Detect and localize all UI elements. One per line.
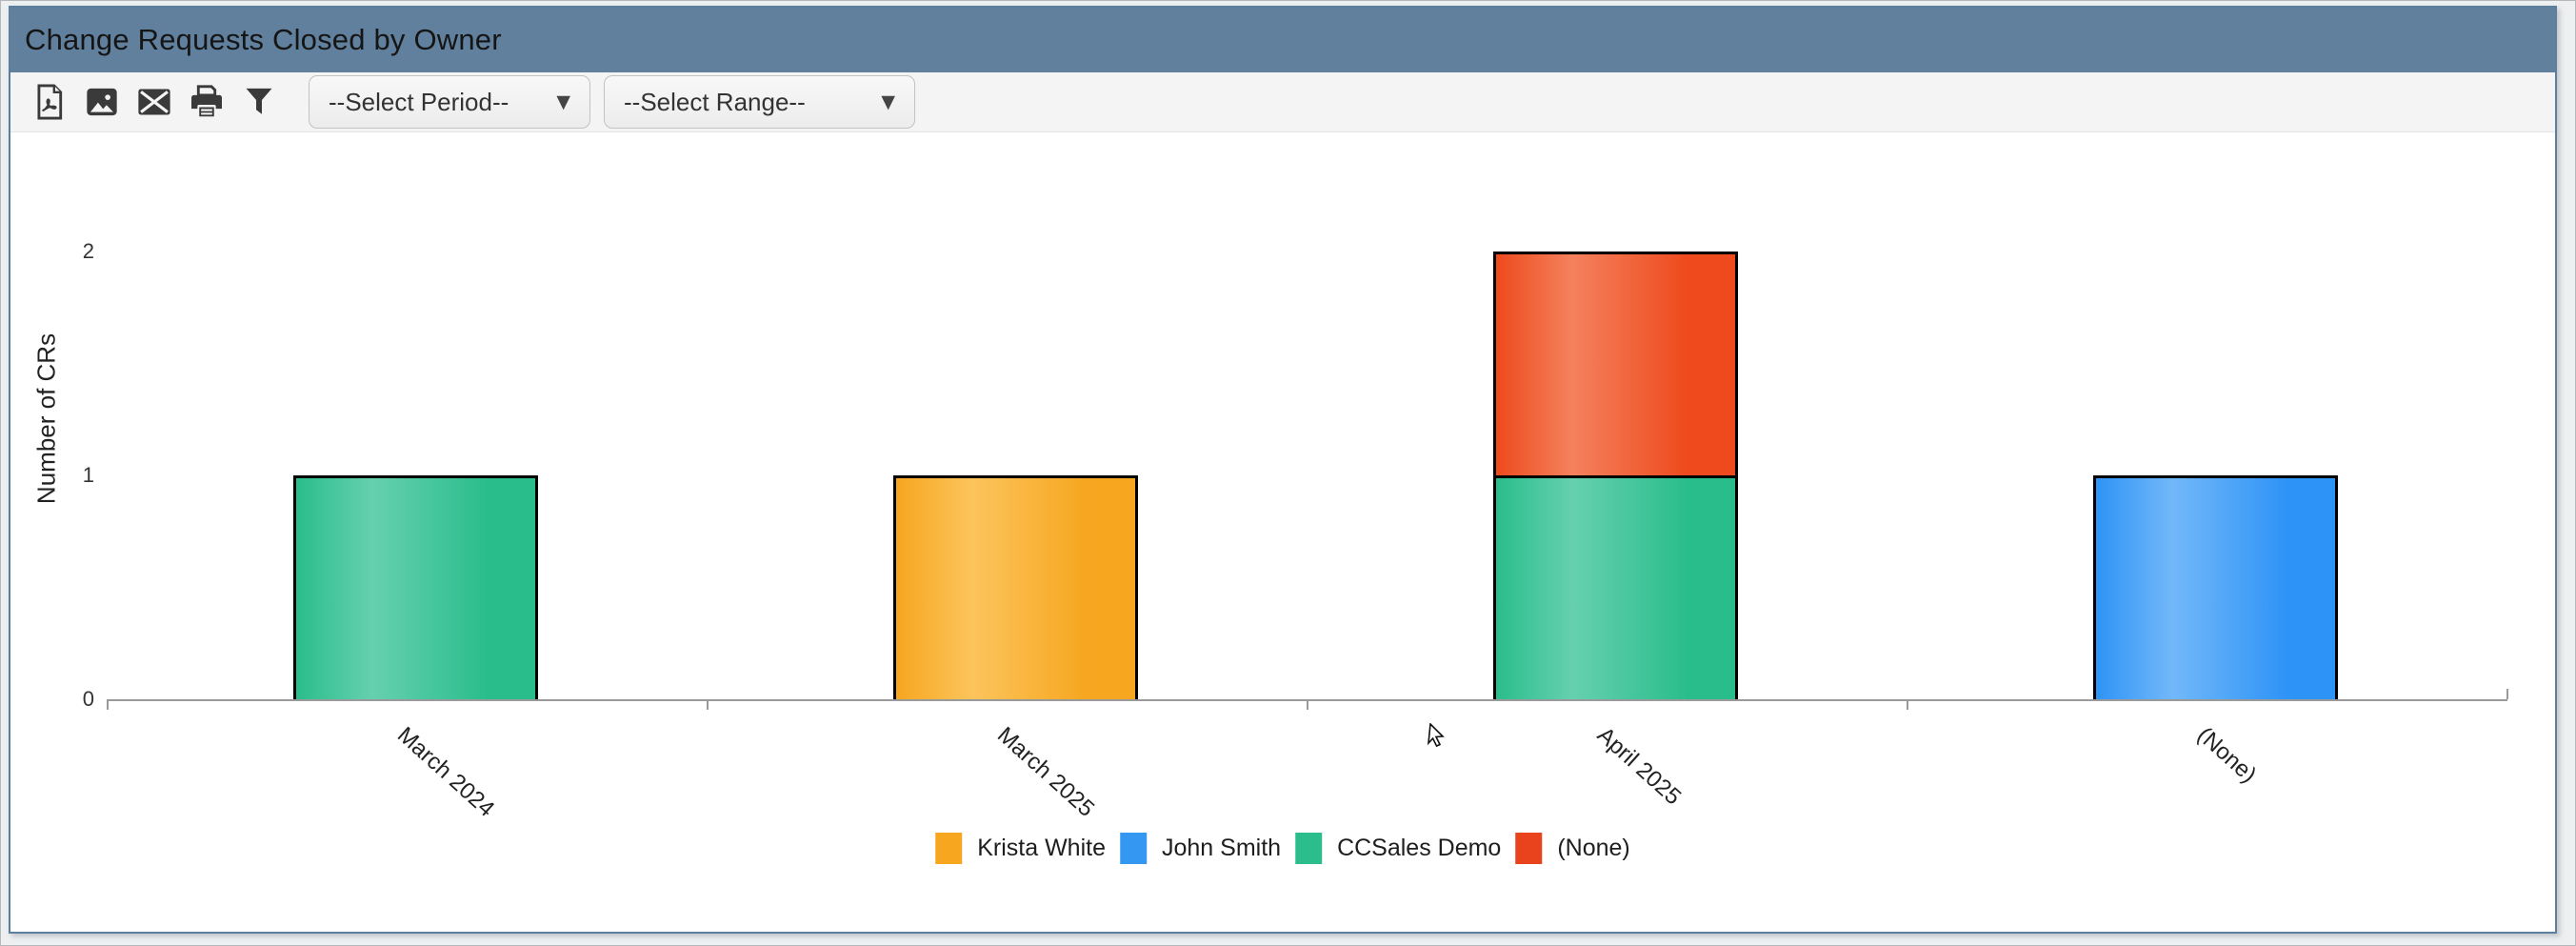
export-pdf-button[interactable] <box>26 77 73 127</box>
widget-title: Change Requests Closed by Owner <box>25 23 502 56</box>
x-category-label: April 2025 <box>1591 722 1687 811</box>
legend-swatch <box>1120 833 1147 864</box>
x-category-label: (None) <box>2191 722 2262 789</box>
y-tick-label: 1 <box>82 463 94 487</box>
legend-label: John Smith <box>1162 835 1282 861</box>
bar-segment-ccsales-demo[interactable] <box>1492 475 1738 699</box>
chevron-down-icon: ▼ <box>881 91 895 112</box>
bar-segment-john-smith[interactable] <box>2092 475 2338 699</box>
mouse-cursor <box>1427 723 1445 748</box>
print-button[interactable] <box>183 77 230 127</box>
email-icon <box>136 86 172 118</box>
legend-swatch <box>1295 833 1323 864</box>
email-button[interactable] <box>130 77 178 127</box>
bar-segment-ccsales-demo[interactable] <box>292 475 538 699</box>
chevron-down-icon: ▼ <box>556 91 570 112</box>
x-axis-tick <box>2506 689 2508 699</box>
legend-item-john-smith[interactable]: John Smith <box>1120 833 1281 864</box>
filter-icon <box>243 85 275 119</box>
y-tick-label: 2 <box>82 239 94 263</box>
legend-label: (None) <box>1557 835 1630 861</box>
chart-area: Number of CRs Krista White John Smith CCSa… <box>10 132 2555 932</box>
legend-item-ccsales-demo[interactable]: CCSales Demo <box>1295 833 1501 864</box>
y-tick-label: 0 <box>82 687 94 711</box>
legend-label: CCSales Demo <box>1337 835 1502 861</box>
legend-swatch <box>1515 833 1543 864</box>
period-select-value: --Select Period-- <box>329 87 509 116</box>
filter-button[interactable] <box>235 77 283 127</box>
x-category-label: March 2024 <box>391 722 500 822</box>
widget-titlebar: Change Requests Closed by Owner <box>10 8 2555 72</box>
x-axis-tick <box>707 699 709 710</box>
toolbar: --Select Period-- ▼ --Select Range-- ▼ <box>10 72 2555 132</box>
pdf-icon <box>32 83 67 121</box>
x-axis-tick <box>1307 699 1308 710</box>
range-select[interactable]: --Select Range-- ▼ <box>604 75 915 129</box>
chart-legend: Krista White John Smith CCSales Demo (None) <box>935 833 1630 864</box>
legend-swatch <box>935 833 963 864</box>
legend-label: Krista White <box>977 835 1106 861</box>
print-icon <box>189 84 225 120</box>
widget-panel: Change Requests Closed by Owner <box>9 6 2557 934</box>
legend-item-krista-white[interactable]: Krista White <box>935 833 1106 864</box>
x-category-label: March 2025 <box>991 722 1100 822</box>
x-axis-tick <box>1907 699 1908 710</box>
legend-item-none[interactable]: (None) <box>1515 833 1630 864</box>
export-image-button[interactable] <box>78 77 126 127</box>
image-icon <box>84 85 120 119</box>
x-axis-tick <box>107 699 109 710</box>
bar-segment-krista-white[interactable] <box>892 475 1138 699</box>
bar-segment-none[interactable] <box>1492 252 1738 475</box>
range-select-value: --Select Range-- <box>624 87 806 116</box>
period-select[interactable]: --Select Period-- ▼ <box>309 75 590 129</box>
